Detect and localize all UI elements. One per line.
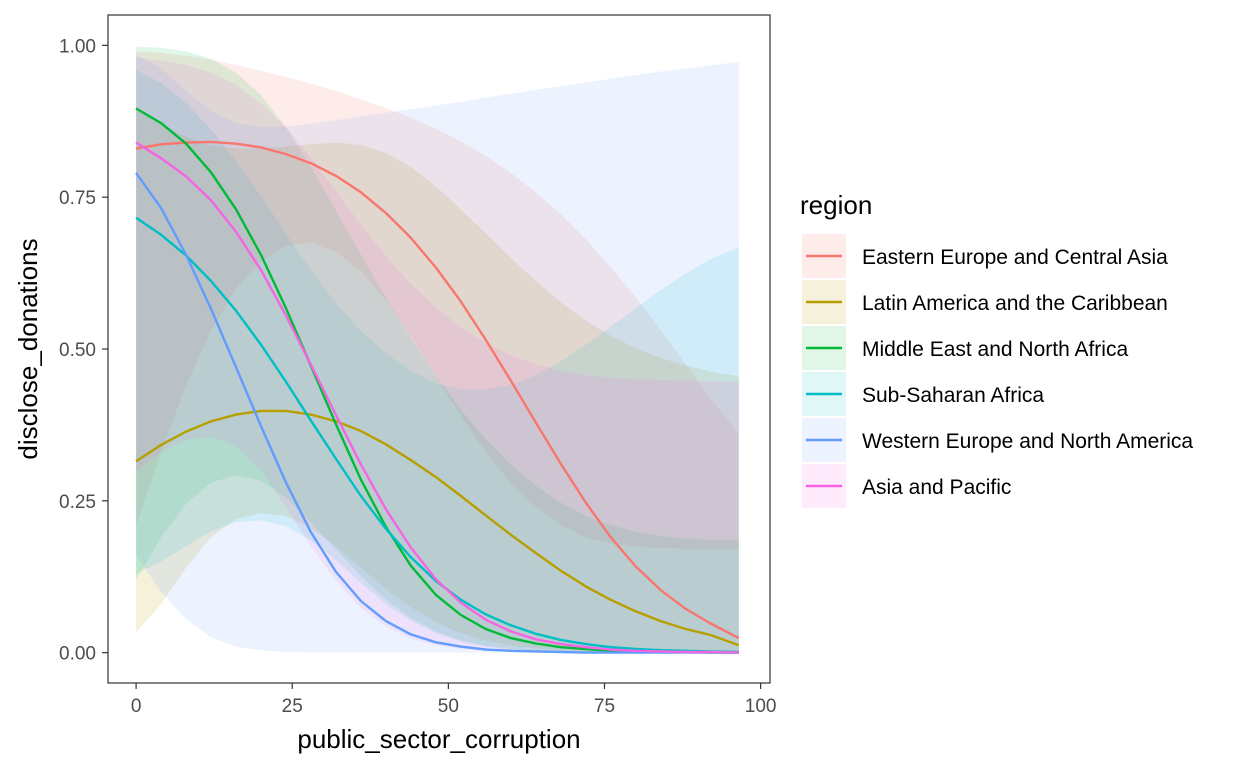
series-line-4 xyxy=(135,172,739,654)
confidence-ribbons xyxy=(136,46,739,653)
legend-title: region xyxy=(800,190,872,220)
legend-label: Western Europe and North America xyxy=(862,430,1193,453)
y-tick-label: 0.00 xyxy=(59,644,96,665)
legend: region Eastern Europe and Central Asia La… xyxy=(800,190,1193,508)
y-axis: 0.00 0.25 0.50 0.75 1.00 xyxy=(59,36,108,665)
series-line-5 xyxy=(135,141,739,654)
y-tick-label: 0.50 xyxy=(59,340,96,361)
x-tick-label: 0 xyxy=(131,696,142,717)
legend-label: Latin America and the Caribbean xyxy=(862,292,1168,315)
x-tick-label: 50 xyxy=(438,696,459,717)
legend-label: Middle East and North Africa xyxy=(862,338,1128,361)
legend-label: Sub-Saharan Africa xyxy=(862,384,1044,407)
y-axis-title: disclose_donations xyxy=(13,238,43,459)
x-tick-label: 100 xyxy=(745,696,777,717)
x-axis-title: public_sector_corruption xyxy=(297,724,580,754)
series-line-3 xyxy=(135,216,739,654)
x-axis: 0 25 50 75 100 xyxy=(131,683,777,717)
confidence-ribbon-1 xyxy=(136,106,739,653)
y-tick-label: 0.25 xyxy=(59,492,96,513)
legend-label: Asia and Pacific xyxy=(862,476,1011,499)
legend-label: Eastern Europe and Central Asia xyxy=(862,246,1168,269)
y-tick-label: 0.75 xyxy=(59,188,96,209)
confidence-ribbon-0 xyxy=(136,51,739,550)
x-tick-label: 25 xyxy=(282,696,303,717)
series-lines xyxy=(135,107,740,654)
series-line-0 xyxy=(135,140,740,640)
series-line-1 xyxy=(135,409,740,647)
y-tick-label: 1.00 xyxy=(59,36,96,57)
x-tick-label: 75 xyxy=(594,696,615,717)
confidence-ribbon-2 xyxy=(136,46,739,653)
confidence-ribbon-4 xyxy=(136,54,739,653)
